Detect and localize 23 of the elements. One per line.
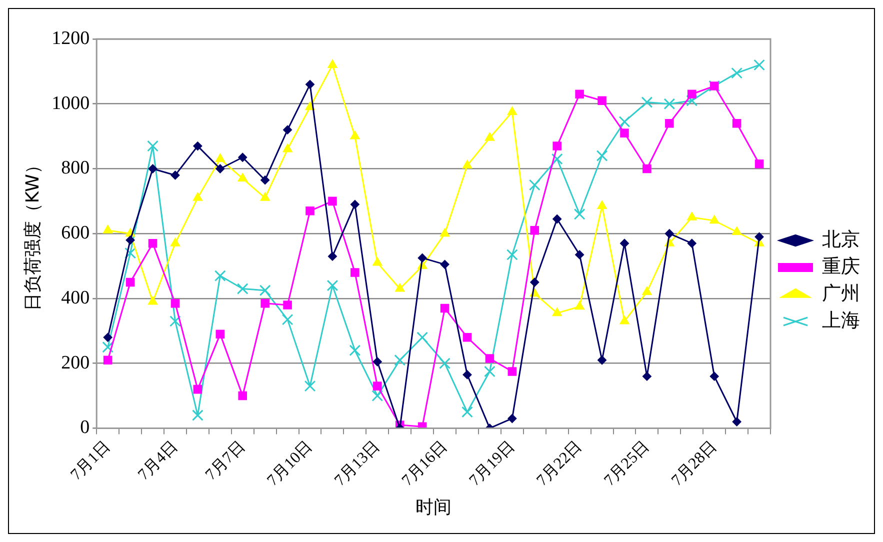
legend-label: 上海 [822,309,860,332]
legend-label: 重庆 [822,255,860,278]
legend-label: 广州 [822,282,860,304]
x-axis-title: 时间 [416,496,452,518]
legend-label: 北京 [822,228,860,250]
x-tick-label: 7月19日 [466,438,518,490]
y-tick-label: 600 [61,222,90,244]
x-tick-label: 7月28日 [668,438,720,490]
y-tick-label: 800 [61,158,90,179]
y-tick-label: 1000 [52,92,90,114]
x-tick-label: 7月4日 [135,438,182,484]
x-tick-label: 7月1日 [68,438,114,484]
x-tick-label: 7月22日 [534,438,586,490]
y-tick-label: 400 [61,287,90,308]
x-tick-label: 7月7日 [202,438,248,484]
y-tick-label: 200 [61,352,90,374]
x-tick-label: 7月10日 [264,438,316,490]
x-tick-label: 7月16日 [398,438,451,490]
x-tick-label: 7月25日 [601,438,653,490]
x-tick-label: 7月13日 [332,438,384,490]
y-tick-label: 1200 [52,28,90,49]
y-axis-title: 日负荷强度（KW） [22,156,44,312]
y-tick-label: 0 [80,417,90,438]
